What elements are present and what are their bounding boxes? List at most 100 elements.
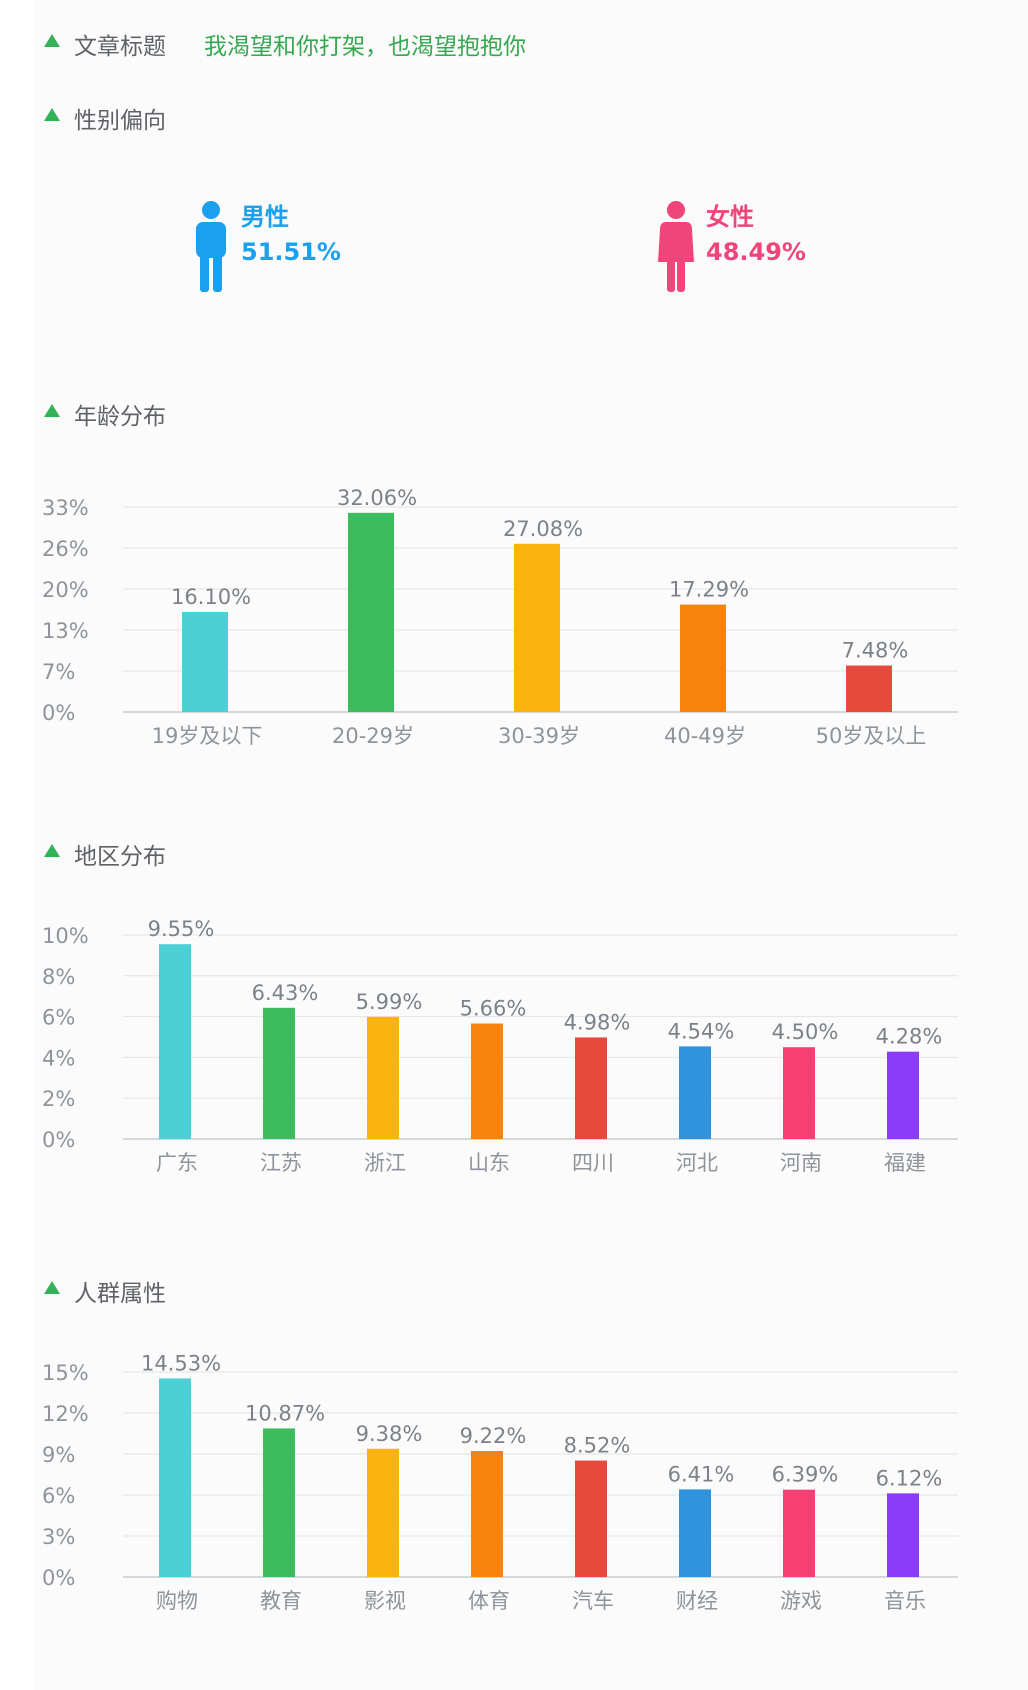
data-label: 6.41% (668, 1462, 735, 1486)
bar (471, 1023, 503, 1139)
crowd-attribute-chart: 0% 3% 6% 9% 12% 15% 14.53% 购物 10.87% 教育 9.38% 影视 9.2… (42, 1351, 958, 1613)
age-distribution-chart: 0% 7% 13% 20% 26% 33% 16.10% 19岁及以下 32.06% 20-29岁… (42, 486, 958, 748)
article-title-label: 文章标题 (74, 34, 166, 60)
x-tick-label: 河北 (676, 1151, 718, 1175)
bar (887, 1051, 919, 1139)
data-label: 4.28% (876, 1025, 943, 1049)
bar (783, 1489, 815, 1577)
article-title-value: 我渴望和你打架，也渴望抱抱你 (204, 34, 526, 60)
data-label: 5.99% (356, 990, 423, 1014)
article-title-row: 文章标题 我渴望和你打架，也渴望抱抱你 (44, 28, 526, 60)
y-tick-label: 3% (42, 1525, 75, 1549)
bar (159, 1378, 191, 1577)
bar (679, 1489, 711, 1577)
x-tick-label: 19岁及以下 (152, 724, 263, 748)
x-tick-label: 20-29岁 (332, 724, 414, 748)
bar (367, 1016, 399, 1139)
data-label: 4.50% (772, 1020, 839, 1044)
section-title: 性别偏向 (74, 108, 166, 134)
x-tick-label: 江苏 (260, 1151, 302, 1175)
bar (575, 1037, 607, 1139)
x-tick-label: 教育 (260, 1589, 302, 1613)
male-percentage: 51.51% (241, 238, 341, 266)
bar (367, 1448, 399, 1577)
y-tick-label: 13% (42, 619, 89, 643)
x-tick-label: 河南 (780, 1151, 822, 1175)
y-tick-label: 9% (42, 1443, 75, 1467)
triangle-bullet-icon (44, 107, 60, 121)
y-tick-label: 7% (42, 660, 75, 684)
bar (679, 1046, 711, 1139)
y-tick-label: 12% (42, 1402, 89, 1426)
bar (263, 1007, 295, 1139)
data-label: 6.39% (772, 1463, 839, 1487)
section-heading-crowd: 人群属性 (44, 1275, 166, 1307)
page-background (34, 0, 1028, 1690)
data-label: 4.98% (564, 1010, 631, 1034)
x-tick-label: 影视 (364, 1589, 406, 1613)
triangle-bullet-icon (44, 403, 60, 417)
bar (263, 1428, 295, 1577)
x-tick-label: 浙江 (364, 1151, 406, 1175)
bar (182, 611, 228, 712)
section-title: 年龄分布 (74, 404, 166, 430)
section-title: 地区分布 (74, 844, 166, 870)
data-label: 27.08% (503, 517, 583, 541)
male-label: 男性 (241, 203, 289, 231)
y-tick-label: 10% (42, 924, 89, 948)
bar (575, 1460, 607, 1577)
data-label: 16.10% (171, 585, 251, 609)
data-label: 6.43% (252, 981, 319, 1005)
data-label: 4.54% (668, 1019, 735, 1043)
female-stat: 女性 48.49% (658, 200, 806, 310)
x-tick-label: 福建 (884, 1151, 926, 1175)
y-tick-label: 26% (42, 537, 89, 561)
female-label: 女性 (706, 203, 754, 231)
bar (680, 604, 726, 712)
bar (783, 1047, 815, 1139)
bar (471, 1450, 503, 1577)
y-tick-label: 0% (42, 1566, 75, 1590)
bar (159, 944, 191, 1139)
x-tick-label: 汽车 (572, 1589, 614, 1613)
data-label: 5.66% (460, 997, 527, 1021)
y-tick-label: 2% (42, 1087, 75, 1111)
data-label: 7.48% (842, 639, 909, 663)
x-tick-label: 游戏 (780, 1589, 822, 1613)
triangle-bullet-icon (44, 843, 60, 857)
bar (514, 543, 560, 712)
x-tick-label: 四川 (572, 1151, 614, 1175)
triangle-bullet-icon (44, 1280, 60, 1294)
data-label: 6.12% (876, 1466, 943, 1490)
triangle-bullet-icon (44, 33, 60, 47)
bar (348, 512, 394, 712)
male-stat: 男性 51.51% (193, 200, 341, 310)
y-tick-label: 33% (42, 496, 89, 520)
y-tick-label: 0% (42, 1128, 75, 1152)
section-heading-region: 地区分布 (44, 838, 166, 870)
bar (887, 1493, 919, 1577)
y-tick-label: 6% (42, 1006, 75, 1030)
data-label: 17.29% (669, 578, 749, 602)
x-tick-label: 财经 (676, 1589, 718, 1613)
x-tick-label: 40-49岁 (664, 724, 746, 748)
bar (846, 665, 892, 712)
region-distribution-chart: 0% 2% 4% 6% 8% 10% 9.55% 广东 6.43% 江苏 5.99% 浙江 5.66% 山… (42, 917, 958, 1175)
female-percentage: 48.49% (706, 238, 806, 266)
x-tick-label: 体育 (468, 1589, 510, 1613)
section-heading-age: 年龄分布 (44, 398, 166, 430)
data-label: 10.87% (245, 1401, 325, 1425)
data-label: 14.53% (141, 1351, 221, 1375)
data-label: 8.52% (564, 1434, 631, 1458)
section-heading-gender: 性别偏向 (44, 102, 166, 134)
x-tick-label: 广东 (156, 1151, 198, 1175)
y-tick-label: 4% (42, 1046, 75, 1070)
male-figure-icon (196, 201, 226, 292)
y-tick-label: 20% (42, 578, 89, 602)
y-tick-label: 0% (42, 701, 75, 725)
y-tick-label: 15% (42, 1361, 89, 1385)
data-label: 9.38% (356, 1422, 423, 1446)
x-tick-label: 山东 (468, 1151, 510, 1175)
data-label: 9.22% (460, 1424, 527, 1448)
data-label: 9.55% (148, 917, 215, 941)
